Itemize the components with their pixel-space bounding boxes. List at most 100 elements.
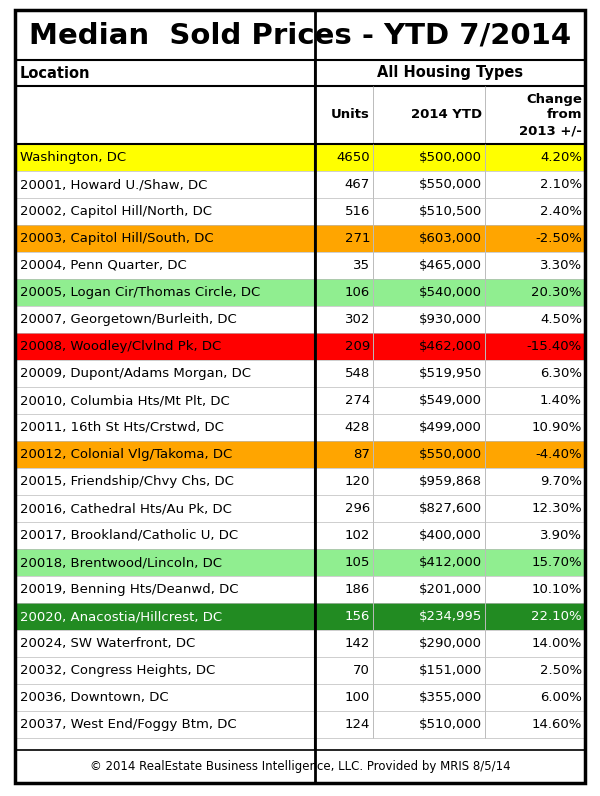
Bar (15, 630, 585, 657)
Bar (15, 360, 585, 387)
Bar (15, 549, 585, 576)
Text: $930,000: $930,000 (419, 313, 482, 326)
Text: 20002, Capitol Hill/North, DC: 20002, Capitol Hill/North, DC (20, 205, 212, 218)
Text: 20001, Howard U./Shaw, DC: 20001, Howard U./Shaw, DC (20, 178, 208, 191)
Bar (15, 333, 585, 360)
Text: $412,000: $412,000 (419, 556, 482, 569)
Text: 20024, SW Waterfront, DC: 20024, SW Waterfront, DC (20, 637, 195, 650)
Text: 20015, Friendship/Chvy Chs, DC: 20015, Friendship/Chvy Chs, DC (20, 475, 234, 488)
Text: 467: 467 (345, 178, 370, 191)
Text: 20009, Dupont/Adams Morgan, DC: 20009, Dupont/Adams Morgan, DC (20, 367, 251, 380)
Bar (15, 657, 585, 684)
Bar (15, 86, 585, 144)
Text: -2.50%: -2.50% (535, 232, 582, 245)
Text: 3.90%: 3.90% (540, 529, 582, 542)
Text: 4.50%: 4.50% (540, 313, 582, 326)
Text: $510,500: $510,500 (419, 205, 482, 218)
Text: -15.40%: -15.40% (527, 340, 582, 353)
Text: 428: 428 (345, 421, 370, 434)
Text: 142: 142 (344, 637, 370, 650)
Text: 20037, West End/Foggy Btm, DC: 20037, West End/Foggy Btm, DC (20, 718, 236, 731)
Text: 302: 302 (344, 313, 370, 326)
Text: $400,000: $400,000 (419, 529, 482, 542)
Text: 20012, Colonial Vlg/Takoma, DC: 20012, Colonial Vlg/Takoma, DC (20, 448, 232, 461)
Text: 20010, Columbia Hts/Mt Plt, DC: 20010, Columbia Hts/Mt Plt, DC (20, 394, 230, 407)
Text: 296: 296 (345, 502, 370, 515)
Text: 20016, Cathedral Hts/Au Pk, DC: 20016, Cathedral Hts/Au Pk, DC (20, 502, 232, 515)
Text: 3.30%: 3.30% (540, 259, 582, 272)
Text: 2.50%: 2.50% (540, 664, 582, 677)
Text: 106: 106 (345, 286, 370, 299)
Bar (15, 603, 585, 630)
Text: $603,000: $603,000 (419, 232, 482, 245)
Text: $519,950: $519,950 (419, 367, 482, 380)
Text: $290,000: $290,000 (419, 637, 482, 650)
Text: $500,000: $500,000 (419, 151, 482, 164)
Text: 20017, Brookland/Catholic U, DC: 20017, Brookland/Catholic U, DC (20, 529, 238, 542)
Text: 6.30%: 6.30% (540, 367, 582, 380)
Text: $499,000: $499,000 (419, 421, 482, 434)
Text: 12.30%: 12.30% (532, 502, 582, 515)
Text: 1.40%: 1.40% (540, 394, 582, 407)
Text: 271: 271 (344, 232, 370, 245)
Text: 516: 516 (344, 205, 370, 218)
Bar (15, 738, 585, 750)
Text: 22.10%: 22.10% (532, 610, 582, 623)
Text: $355,000: $355,000 (419, 691, 482, 704)
Text: 209: 209 (345, 340, 370, 353)
Text: 2.40%: 2.40% (540, 205, 582, 218)
Text: 20004, Penn Quarter, DC: 20004, Penn Quarter, DC (20, 259, 187, 272)
Bar (15, 495, 585, 522)
Text: Washington, DC: Washington, DC (20, 151, 126, 164)
Text: Units: Units (331, 108, 370, 122)
Bar (15, 522, 585, 549)
Text: 548: 548 (345, 367, 370, 380)
Bar (15, 711, 585, 738)
Text: 87: 87 (353, 448, 370, 461)
Text: 156: 156 (344, 610, 370, 623)
Text: $151,000: $151,000 (419, 664, 482, 677)
Text: 6.00%: 6.00% (540, 691, 582, 704)
Text: © 2014 RealEstate Business Intelligence, LLC. Provided by MRIS 8/5/14: © 2014 RealEstate Business Intelligence,… (89, 760, 511, 773)
Bar (15, 441, 585, 468)
Text: Median  Sold Prices - YTD 7/2014: Median Sold Prices - YTD 7/2014 (29, 21, 571, 49)
Text: $465,000: $465,000 (419, 259, 482, 272)
Text: 186: 186 (345, 583, 370, 596)
Text: 20019, Benning Hts/Deanwd, DC: 20019, Benning Hts/Deanwd, DC (20, 583, 239, 596)
Bar (15, 684, 585, 711)
Text: $549,000: $549,000 (419, 394, 482, 407)
Text: 20005, Logan Cir/Thomas Circle, DC: 20005, Logan Cir/Thomas Circle, DC (20, 286, 260, 299)
Text: 4.20%: 4.20% (540, 151, 582, 164)
Bar (15, 252, 585, 279)
Bar (15, 750, 585, 783)
Text: 14.00%: 14.00% (532, 637, 582, 650)
Text: 20011, 16th St Hts/Crstwd, DC: 20011, 16th St Hts/Crstwd, DC (20, 421, 224, 434)
Text: $201,000: $201,000 (419, 583, 482, 596)
Text: 20007, Georgetown/Burleith, DC: 20007, Georgetown/Burleith, DC (20, 313, 237, 326)
Bar (15, 144, 585, 171)
Bar (15, 171, 585, 198)
Text: $959,868: $959,868 (419, 475, 482, 488)
Text: 70: 70 (353, 664, 370, 677)
Text: 20.30%: 20.30% (532, 286, 582, 299)
Bar (15, 468, 585, 495)
Text: $550,000: $550,000 (419, 178, 482, 191)
Text: $827,600: $827,600 (419, 502, 482, 515)
Text: 15.70%: 15.70% (532, 556, 582, 569)
Bar (15, 279, 585, 306)
Text: 10.10%: 10.10% (532, 583, 582, 596)
Text: 120: 120 (344, 475, 370, 488)
Text: $550,000: $550,000 (419, 448, 482, 461)
Text: 105: 105 (344, 556, 370, 569)
Text: 2.10%: 2.10% (540, 178, 582, 191)
Bar (15, 306, 585, 333)
Text: 14.60%: 14.60% (532, 718, 582, 731)
Text: Change
from
2013 +/-: Change from 2013 +/- (519, 92, 582, 138)
Bar (15, 387, 585, 414)
Text: -4.40%: -4.40% (535, 448, 582, 461)
Text: 4650: 4650 (337, 151, 370, 164)
Text: 35: 35 (353, 259, 370, 272)
Text: 20018, Brentwood/Lincoln, DC: 20018, Brentwood/Lincoln, DC (20, 556, 222, 569)
Text: $462,000: $462,000 (419, 340, 482, 353)
Text: 20032, Congress Heights, DC: 20032, Congress Heights, DC (20, 664, 215, 677)
